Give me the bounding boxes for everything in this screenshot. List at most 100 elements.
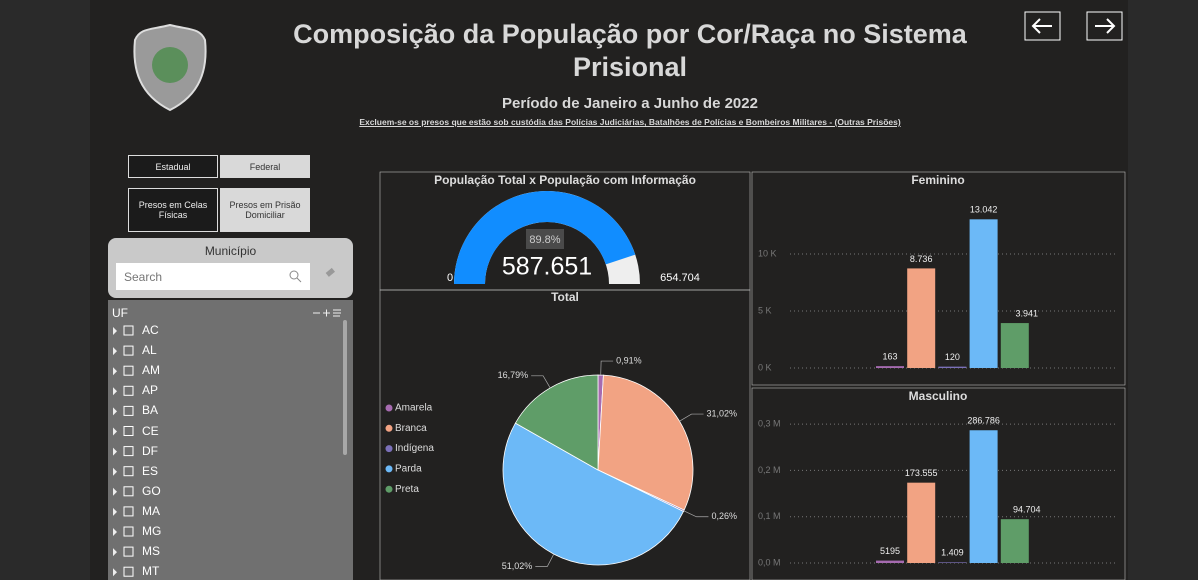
- scrollbar: [343, 320, 347, 455]
- bar-value-label: 173.555: [905, 468, 938, 478]
- logo-emblem: [152, 47, 188, 83]
- bar: [938, 562, 967, 563]
- expand-caret: [113, 528, 117, 536]
- expand-caret: [113, 347, 117, 356]
- slice-label: 0,26%: [711, 511, 737, 521]
- bar-value-label: 163: [882, 352, 897, 362]
- search-icon: [289, 270, 299, 280]
- forward-button[interactable]: [1086, 11, 1123, 41]
- bar-value-label: 13.042: [970, 205, 998, 215]
- forward-arrow: [1095, 18, 1116, 34]
- uf-item[interactable]: AM: [142, 363, 160, 378]
- male-panel: [751, 387, 1126, 580]
- bar-value-label: 8.736: [910, 254, 933, 264]
- search-icon: [296, 277, 302, 283]
- gauge-min: 0: [447, 272, 453, 284]
- scope-button[interactable]: Federal: [220, 155, 310, 178]
- bar: [1000, 519, 1029, 563]
- bar-value-label: 120: [945, 352, 960, 362]
- expand-caret: [113, 407, 117, 416]
- expand-caret: [113, 507, 117, 516]
- back-arrow: [1031, 18, 1052, 34]
- back-button[interactable]: [1024, 11, 1061, 41]
- checkbox: [123, 426, 134, 436]
- uf-item[interactable]: AP: [142, 383, 159, 398]
- leader-line: [600, 360, 614, 376]
- checkbox: [123, 486, 134, 497]
- expand-caret: [113, 447, 117, 456]
- female-panel: [751, 171, 1126, 386]
- expand-caret: [113, 327, 117, 335]
- gauge-max: 654.704: [660, 272, 700, 284]
- uf-item[interactable]: AC: [142, 323, 159, 337]
- slice-label: 51,02%: [502, 561, 533, 571]
- percent-label: 89.8%: [529, 234, 560, 246]
- pie-slice: [597, 374, 694, 511]
- expand-caret: [113, 367, 117, 376]
- checkbox: [123, 546, 134, 557]
- legend-label: Indígena: [395, 443, 434, 454]
- expand-caret: [113, 568, 117, 577]
- uf-item[interactable]: BA: [142, 403, 159, 418]
- y-tick-label: 0,1 M: [758, 511, 781, 521]
- bar: [876, 366, 904, 368]
- checkbox: [123, 446, 134, 457]
- uf-item[interactable]: AL: [142, 343, 157, 358]
- expand-caret: [113, 467, 117, 476]
- uf-item[interactable]: GO: [142, 483, 161, 498]
- uf-item[interactable]: MS: [142, 544, 160, 559]
- bar-value-label: 286.786: [967, 416, 1000, 426]
- custody-button[interactable]: Presos em Celas Físicas: [128, 188, 218, 232]
- title: Composição da População por Cor/Raça no …: [293, 19, 967, 82]
- bar: [969, 219, 998, 368]
- leader-line: [683, 510, 709, 518]
- custody-button[interactable]: Presos em Prisão Domiciliar: [220, 188, 310, 232]
- uf-list: [108, 300, 353, 580]
- percent-box: [526, 229, 564, 249]
- legend-swatch: [385, 404, 393, 412]
- uf-item[interactable]: MA: [142, 503, 160, 518]
- checkbox: [123, 506, 134, 517]
- checkbox: [123, 325, 134, 336]
- scope-button[interactable]: Estadual: [128, 155, 218, 178]
- legend-swatch: [385, 445, 393, 453]
- checkbox: [123, 566, 134, 577]
- legend-swatch: [385, 485, 393, 493]
- pie-slice: [514, 374, 599, 471]
- eraser-icon: [325, 267, 335, 277]
- bar-value-label: 94.704: [1013, 505, 1041, 515]
- bar-value-label: 1.409: [941, 548, 964, 558]
- leader-line: [531, 375, 551, 389]
- checkbox: [123, 405, 134, 416]
- uf-item[interactable]: CE: [142, 423, 159, 438]
- uf-item[interactable]: DF: [142, 443, 158, 458]
- chart-title: Feminino: [911, 173, 964, 187]
- expand-caret: [113, 548, 117, 557]
- bar-value-label: 5195: [880, 546, 900, 556]
- gauge-value: 587.651: [502, 253, 592, 281]
- y-tick-label: 0,0 M: [758, 557, 781, 567]
- expand-caret: [113, 387, 117, 396]
- uf-item[interactable]: MG: [142, 524, 162, 538]
- y-tick-label: 5 K: [758, 305, 772, 315]
- note: Excluem-se os presos que estão sob custó…: [359, 117, 901, 127]
- y-tick-label: 0,3 M: [758, 419, 781, 429]
- legend-label: Preta: [395, 484, 419, 495]
- slice-label: 16,79%: [498, 370, 529, 380]
- search-box[interactable]: [116, 263, 310, 290]
- legend-label: Branca: [395, 423, 427, 434]
- pie-panel: [379, 289, 751, 580]
- slice-label: 31,02%: [707, 408, 738, 418]
- slicer-title: Município: [204, 244, 257, 258]
- leader-line: [535, 553, 555, 567]
- legend-swatch: [385, 424, 393, 432]
- uf-item[interactable]: MT: [142, 564, 160, 579]
- checkbox: [123, 345, 134, 356]
- y-tick-label: 10 K: [758, 248, 777, 258]
- uf-item[interactable]: ES: [142, 463, 159, 478]
- bar: [907, 482, 936, 563]
- checkbox: [123, 385, 134, 396]
- y-tick-label: 0,2 M: [758, 465, 781, 475]
